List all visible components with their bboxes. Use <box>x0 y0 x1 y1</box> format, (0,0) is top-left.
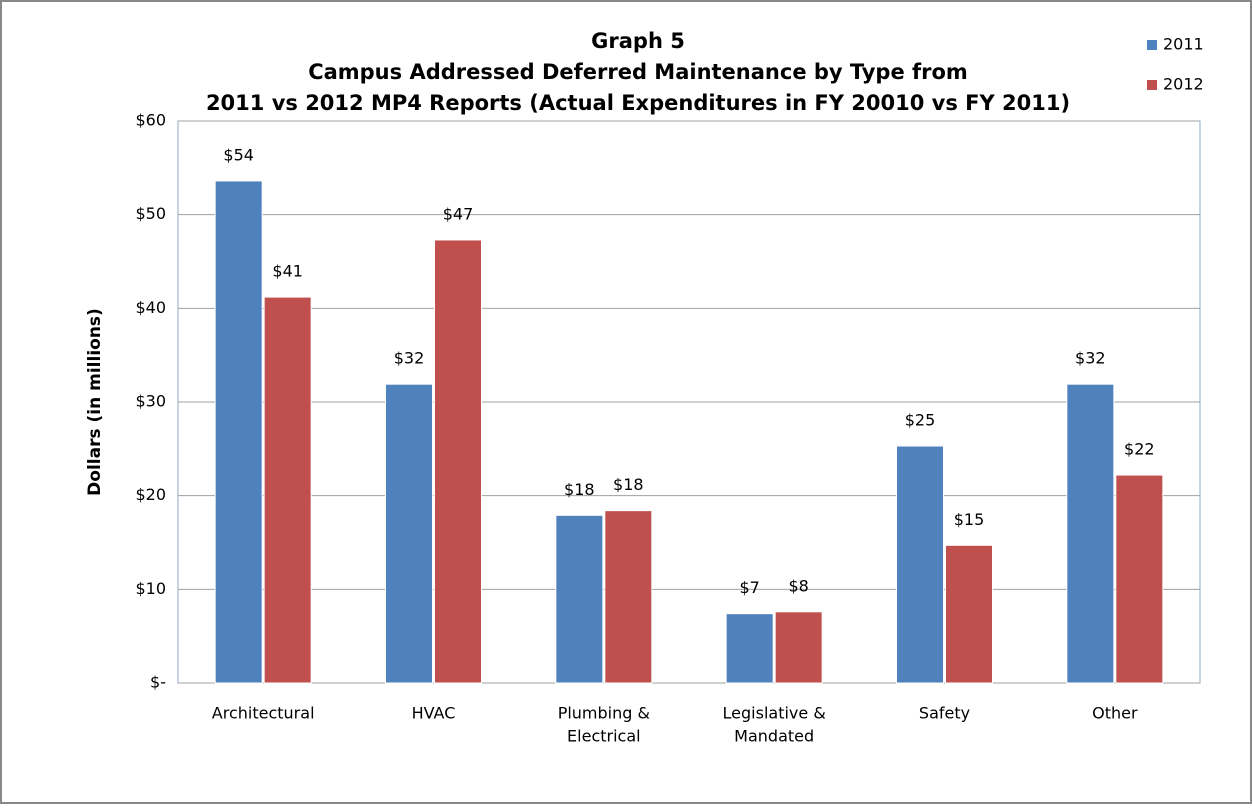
data-label: $8 <box>788 576 808 595</box>
legend-swatch <box>1147 80 1157 90</box>
data-label: $25 <box>905 411 936 430</box>
bar <box>774 611 823 684</box>
x-tick-label: Other <box>1092 704 1138 723</box>
data-label: $7 <box>739 578 759 597</box>
bar <box>555 514 604 684</box>
x-tick-label: Plumbing & <box>558 704 650 723</box>
bar <box>263 296 312 684</box>
bar <box>385 383 433 684</box>
data-label: $32 <box>394 349 425 368</box>
bar <box>604 510 653 684</box>
data-label: $32 <box>1075 349 1106 368</box>
bar <box>1115 474 1164 684</box>
data-label: $47 <box>443 204 474 223</box>
data-label: $18 <box>564 480 595 499</box>
y-tick-label: $10 <box>135 579 166 598</box>
y-tick-label: $- <box>150 673 166 692</box>
bar <box>945 544 993 684</box>
y-tick-label: $30 <box>135 392 166 411</box>
x-tick-label: HVAC <box>412 704 456 723</box>
data-label: $22 <box>1124 440 1155 459</box>
chart-title: 2011 vs 2012 MP4 Reports (Actual Expendi… <box>206 91 1070 115</box>
x-tick-label: Mandated <box>734 727 814 746</box>
data-label: $54 <box>223 145 254 164</box>
bar <box>896 445 944 684</box>
data-label: $41 <box>272 262 303 281</box>
x-tick-label: Architectural <box>212 704 315 723</box>
y-axis-label: Dollars (in millions) <box>85 308 105 496</box>
data-label: $18 <box>613 475 644 494</box>
chart-title: Graph 5 <box>591 29 685 53</box>
x-tick-label: Safety <box>919 704 970 723</box>
legend-label: 2011 <box>1163 35 1204 54</box>
x-tick-label: Electrical <box>567 727 641 746</box>
y-tick-label: $60 <box>135 111 166 130</box>
bar <box>1066 383 1115 684</box>
bar <box>214 180 263 684</box>
data-label: $15 <box>954 510 985 529</box>
y-tick-label: $50 <box>135 204 166 223</box>
legend-label: 2012 <box>1163 75 1204 94</box>
legend-swatch <box>1147 40 1157 50</box>
bar <box>725 613 774 684</box>
bar <box>434 239 482 684</box>
y-tick-label: $20 <box>135 485 166 504</box>
x-tick-label: Legislative & <box>723 704 826 723</box>
y-tick-label: $40 <box>135 298 166 317</box>
chart-title: Campus Addressed Deferred Maintenance by… <box>308 60 968 84</box>
